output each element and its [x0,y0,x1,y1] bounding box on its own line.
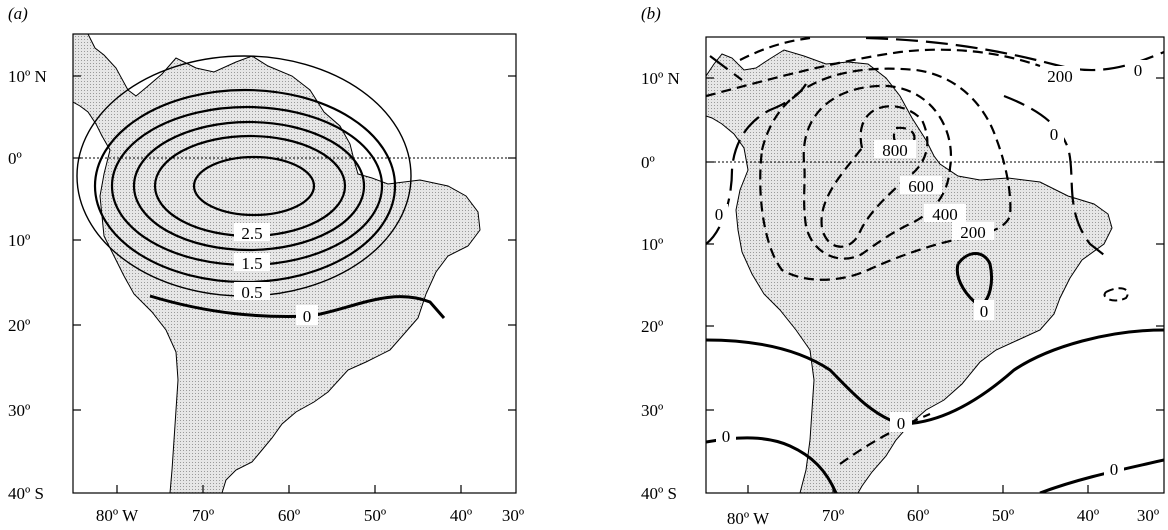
panel-a-clabel-bg [296,305,318,325]
panel-a-label: (a) [8,4,28,23]
contour-label: 200 [960,223,986,242]
lat-tick-label: 40º S [641,484,677,503]
panel-a-contour-2-5 [192,155,316,217]
panel-a-contour-1-5 [132,120,366,252]
panel-b-clabel-bg [1044,124,1064,142]
panel-b-contour-dash-north [706,48,1041,98]
contour-label: 0 [980,302,989,321]
lon-tick-label: 50º [992,506,1014,525]
lat-tick-label: 0º [8,149,22,168]
contour-label: 800 [882,141,908,160]
contour-label: 0 [303,307,312,326]
panel-b-clabel-bg [874,140,916,158]
lat-tick-label: 20º [8,316,30,335]
panel-b-map: 800 600 400 200 200 0 0 0 0 0 0 0 [706,37,1164,493]
lon-tick-label: 80º W [96,506,139,525]
lat-tick-label: 0º [641,153,655,172]
contour-label: 0 [1110,460,1119,479]
contour-label: 600 [908,177,934,196]
lat-tick-label: 10º N [8,67,47,86]
panel-a-map: 2.5 1.5 0.5 0 [73,34,516,493]
lat-tick-label: 30º [8,401,30,420]
panel-b-contour-zero-east [1003,94,1109,259]
panel-a-clabel-bg [234,223,270,241]
lat-tick-label: 30º [641,401,663,420]
contour-label: 0 [1134,61,1143,80]
contour-label: 1.5 [241,254,262,273]
lon-tick-label: 80º W [727,509,770,528]
panel-b-clabel-bg [890,412,912,432]
lon-tick-label: 50º [364,506,386,525]
panel-b-contour-zero-se [1039,458,1164,493]
panel-b-clabel-bg [974,300,994,320]
lon-tick-label: 60º [278,506,300,525]
panel-b-clabel-bg [1104,460,1124,478]
panel-b-contour-600 [820,105,929,248]
panel-b-label: (b) [641,4,661,23]
panel-b-frame [705,36,1165,494]
lon-tick-label: 30º [1137,506,1159,525]
contour-label: 0 [715,205,724,224]
contour-label: 0 [722,427,731,446]
panel-b-clabel-bg [716,426,736,446]
lat-tick-label: 40º S [8,484,44,503]
contour-label: 200 [1047,67,1073,86]
panel-b-contour-zero-nw [709,55,743,81]
panel-b-contour-zero-closed [955,252,994,308]
panel-b-clabel-bg [900,176,942,194]
contour-label: 0 [897,414,906,433]
panel-a-lat-ticks [73,75,516,411]
panel-a-lon-ticks [116,485,462,493]
panel-b-contour-dash-south [839,412,931,465]
panel-a-clabel-bg [234,282,270,300]
lon-tick-label: 30º [502,506,524,525]
panel-b-contour-small [1103,287,1129,302]
contour-label: 0.5 [241,283,262,302]
panel-a-clabel-bg [234,253,270,271]
lat-tick-label: 10º [8,231,30,250]
lat-tick-label: 20º [641,317,663,336]
panel-b-contour-zero-north [865,37,1164,72]
panel-a: (a) 2.5 1.5 0.5 0 [8,4,524,525]
panel-b-clabel-bg [952,222,994,240]
panel-b-clabel-bg [710,204,728,222]
panel-b-contour-200 [759,67,1012,281]
lat-tick-label: 10º [641,235,663,254]
panel-b-clabel-bg [1040,66,1080,84]
lon-tick-label: 70º [822,506,844,525]
panel-b-lat-ticks [706,77,1164,411]
contour-label: 0 [1050,125,1059,144]
lon-tick-label: 60º [907,506,929,525]
contour-label: 400 [932,205,958,224]
panel-b-clabel-bg [1128,60,1148,78]
lon-tick-label: 70º [192,506,214,525]
panel-a-frame [72,33,517,494]
panel-b-contour-dash-nw [739,37,811,61]
lon-tick-label: 40º [1077,506,1099,525]
panel-b-lon-ticks [747,485,1089,493]
lon-tick-label: 40º [450,506,472,525]
panel-b-clabel-bg [924,204,966,222]
panel-b: (b) [641,4,1165,528]
contour-label: 2.5 [241,224,262,243]
lat-tick-label: 10º N [641,69,680,88]
